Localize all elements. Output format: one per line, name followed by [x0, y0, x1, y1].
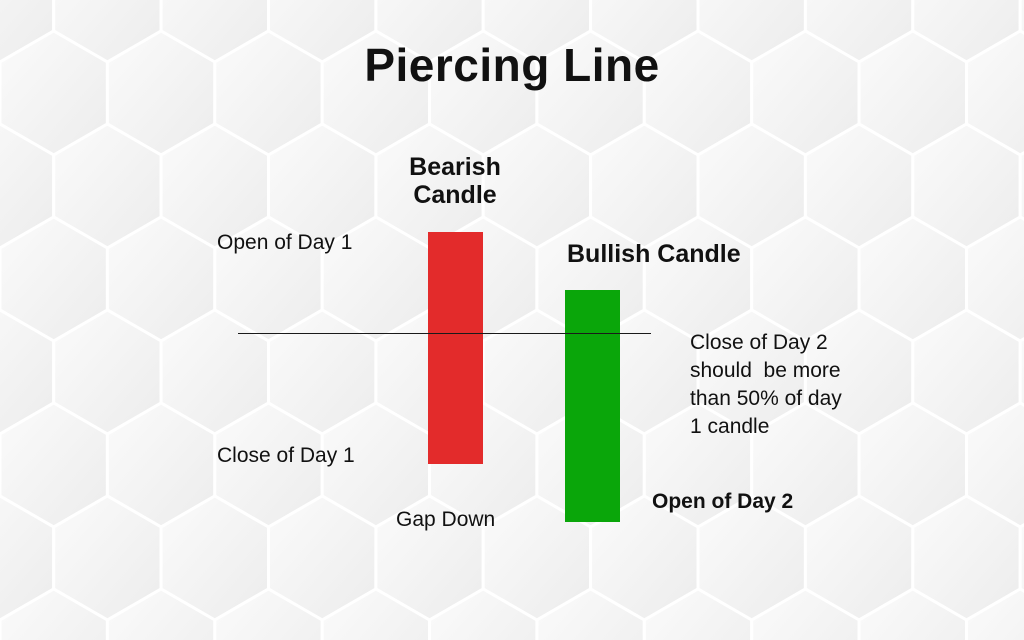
- bullish-candle: [565, 290, 620, 522]
- open-day2-label: Open of Day 2: [652, 490, 794, 513]
- diagram-title: Piercing Line: [364, 39, 660, 91]
- background-hexagon: [535, 587, 646, 640]
- gap-down-label: Gap Down: [396, 508, 496, 531]
- close-day1-label: Close of Day 1: [217, 444, 355, 467]
- background-hexagon: [320, 587, 431, 640]
- background-hexagon: [750, 587, 861, 640]
- background-hexagon: [857, 587, 968, 640]
- fifty-percent-line: [238, 333, 651, 334]
- bearish-label-line-1: Bearish: [409, 153, 501, 181]
- open-day1-label: Open of Day 1: [217, 231, 353, 254]
- bearish-candle-label: Bearish Candle: [380, 153, 530, 209]
- background-hexagon: [428, 587, 539, 640]
- close-day2-note: Close of Day 2 should be more than 50% o…: [690, 331, 842, 438]
- background-hexagon: [642, 587, 754, 640]
- bearish-label-line-2: Candle: [413, 181, 497, 209]
- background-hexagon: [965, 587, 1024, 640]
- background-hexagon: [105, 587, 217, 640]
- background-hexagon: [0, 587, 109, 640]
- bullish-candle-label: Bullish Candle: [567, 240, 741, 268]
- bearish-candle: [428, 232, 483, 464]
- background-hexagon: [213, 587, 324, 640]
